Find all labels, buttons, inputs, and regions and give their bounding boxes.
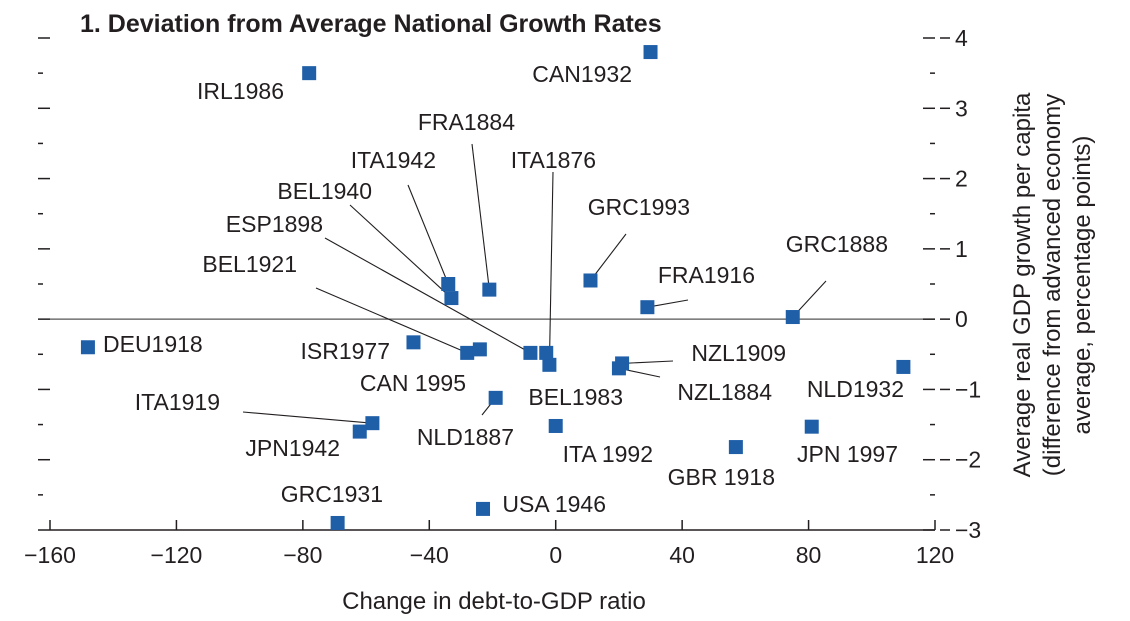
point-label-grc1993: GRC1993 — [588, 194, 690, 220]
leader-line-bel1940 — [349, 204, 452, 299]
point-marker-jpn1997 — [804, 419, 819, 434]
point-label-ita1919: ITA1919 — [135, 389, 220, 415]
point-marker-esp1898 — [523, 345, 538, 360]
leader-line-fra1884 — [471, 143, 490, 290]
point-labels: IRL1986 CAN1932 FRA1884 ITA1942 ITA1876 BEL19… — [103, 61, 904, 517]
point-label-nzl1909: NZL1909 — [691, 340, 786, 366]
point-marker-ita1876 — [542, 357, 557, 372]
point-label-deu1918: DEU1918 — [103, 331, 203, 357]
leader-lines — [242, 143, 827, 424]
point-marker-can1995 — [472, 342, 487, 357]
point-label-bel1983: BEL1983 — [528, 384, 623, 410]
point-marker-nld1932 — [896, 359, 911, 374]
point-marker-grc1888 — [785, 310, 800, 325]
x-tick-label: 80 — [796, 542, 822, 568]
y-tick-label: −2 — [955, 447, 981, 473]
y-axis-label-line: average, percentage points) — [1069, 136, 1096, 435]
point-marker-grc1993 — [583, 273, 598, 288]
point-marker-bel1983 — [539, 345, 554, 360]
point-marker-bel1940 — [444, 291, 459, 306]
y-tick-label: 3 — [955, 95, 968, 121]
y-axis-label-line: Average real GDP growth per capita — [1009, 92, 1036, 477]
data-points — [80, 45, 911, 530]
point-label-jpn1942: JPN1942 — [245, 435, 340, 461]
y-tick-label: −3 — [955, 517, 981, 543]
point-label-bel1921: BEL1921 — [202, 251, 297, 277]
leader-line-nzl1909 — [622, 360, 674, 364]
y-tick-label: 2 — [955, 166, 968, 192]
y-tick-label: 4 — [955, 25, 968, 51]
point-marker-can1932 — [643, 45, 658, 60]
point-label-grc1888: GRC1888 — [786, 231, 888, 257]
chart-title: 1. Deviation from Average National Growt… — [80, 10, 662, 38]
point-label-fra1884: FRA1884 — [418, 109, 515, 135]
point-label-grc1931: GRC1931 — [281, 481, 383, 507]
point-label-gbr1918: GBR 1918 — [668, 464, 775, 490]
y-axis-label-line: (difference from advanced economy — [1039, 94, 1066, 476]
point-marker-deu1918 — [80, 340, 95, 355]
x-tick-label: −40 — [410, 542, 449, 568]
point-marker-fra1916 — [640, 300, 655, 315]
point-marker-gbr1918 — [728, 440, 743, 455]
point-label-nld1887: NLD1887 — [417, 424, 514, 450]
leader-line-ita1942 — [407, 184, 449, 285]
point-marker-ita1919 — [365, 416, 380, 431]
point-label-can1932: CAN1932 — [532, 61, 632, 87]
x-axis-label: Change in debt-to-GDP ratio — [342, 588, 646, 615]
x-tick-label: 40 — [669, 542, 695, 568]
point-marker-nzl1884 — [611, 361, 626, 376]
point-label-usa1946: USA 1946 — [502, 491, 606, 517]
x-tick-label: −160 — [24, 542, 76, 568]
leader-line-grc1993 — [590, 233, 627, 281]
leader-line-ita1876 — [548, 171, 554, 365]
point-marker-fra1884 — [482, 282, 497, 297]
x-tick-label: −120 — [151, 542, 203, 568]
point-marker-ita1942 — [441, 277, 456, 291]
point-label-irl1986: IRL1986 — [197, 78, 284, 104]
point-marker-jpn1942 — [352, 424, 367, 439]
leader-line-esp1898 — [324, 237, 531, 354]
point-label-jpn1997: JPN 1997 — [797, 441, 898, 467]
point-marker-isr1977 — [406, 335, 421, 350]
point-marker-bel1921 — [460, 345, 475, 360]
point-marker-ita1992 — [548, 418, 563, 433]
point-label-ita1876: ITA1876 — [511, 147, 596, 173]
point-label-isr1977: ISR1977 — [300, 338, 390, 364]
point-label-ita1992: ITA 1992 — [563, 441, 653, 467]
leader-line-ita1919 — [242, 411, 373, 424]
point-label-can1995: CAN 1995 — [360, 370, 466, 396]
point-label-bel1940: BEL1940 — [277, 178, 372, 204]
point-label-nld1932: NLD1932 — [807, 376, 904, 402]
y-tick-label: 0 — [955, 306, 968, 332]
leader-line-bel1921 — [315, 287, 468, 354]
y-axis-label: Average real GDP growth per capita (diffe… — [1009, 92, 1096, 477]
x-tick-label: −80 — [283, 542, 322, 568]
x-tick-label: 0 — [549, 542, 562, 568]
point-marker-grc1931 — [330, 515, 345, 530]
point-label-ita1942: ITA1942 — [351, 147, 436, 173]
axes: −160 −120 −80 −40 0 40 80 120 4 3 2 1 0 −1 −2 −3 — [24, 25, 981, 568]
point-label-esp1898: ESP1898 — [226, 211, 323, 237]
y-tick-label: 1 — [955, 236, 968, 262]
point-marker-irl1986 — [302, 66, 317, 81]
point-marker-nld1887 — [488, 390, 503, 405]
point-marker-usa1946 — [476, 501, 491, 516]
point-label-nzl1884: NZL1884 — [677, 379, 772, 405]
x-tick-label: 120 — [916, 542, 954, 568]
y-tick-label: −1 — [955, 376, 981, 402]
point-label-fra1916: FRA1916 — [658, 262, 755, 288]
